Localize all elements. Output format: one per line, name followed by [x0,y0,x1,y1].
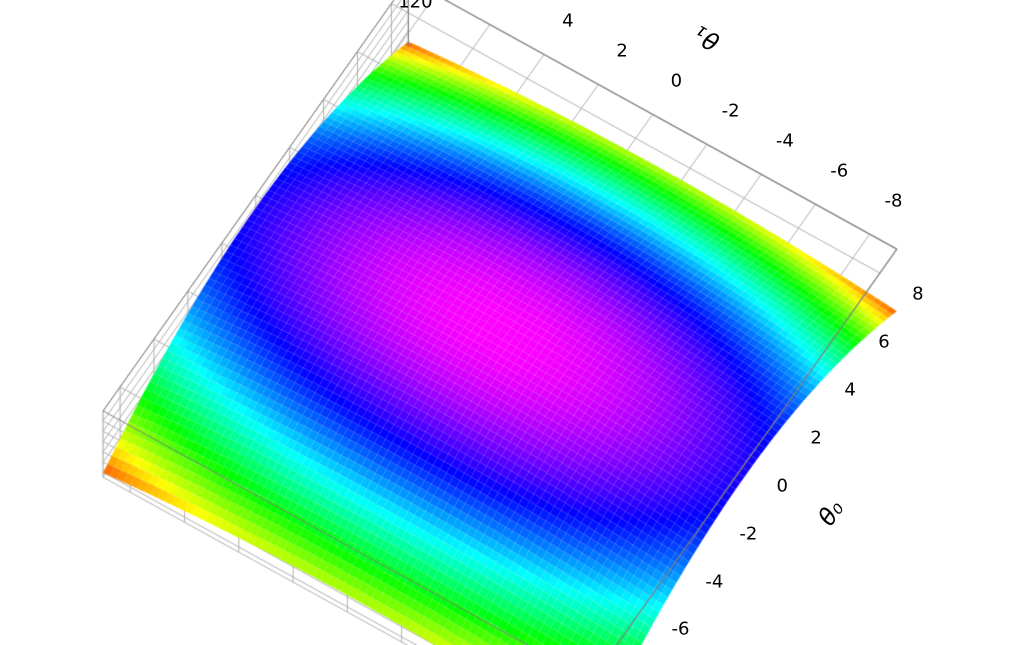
surface3d-chart: θ₀ θ₁ J(θ) -8-6-4-202468-8-6-4-202468204… [0,0,1024,645]
surface-canvas [0,0,1024,645]
